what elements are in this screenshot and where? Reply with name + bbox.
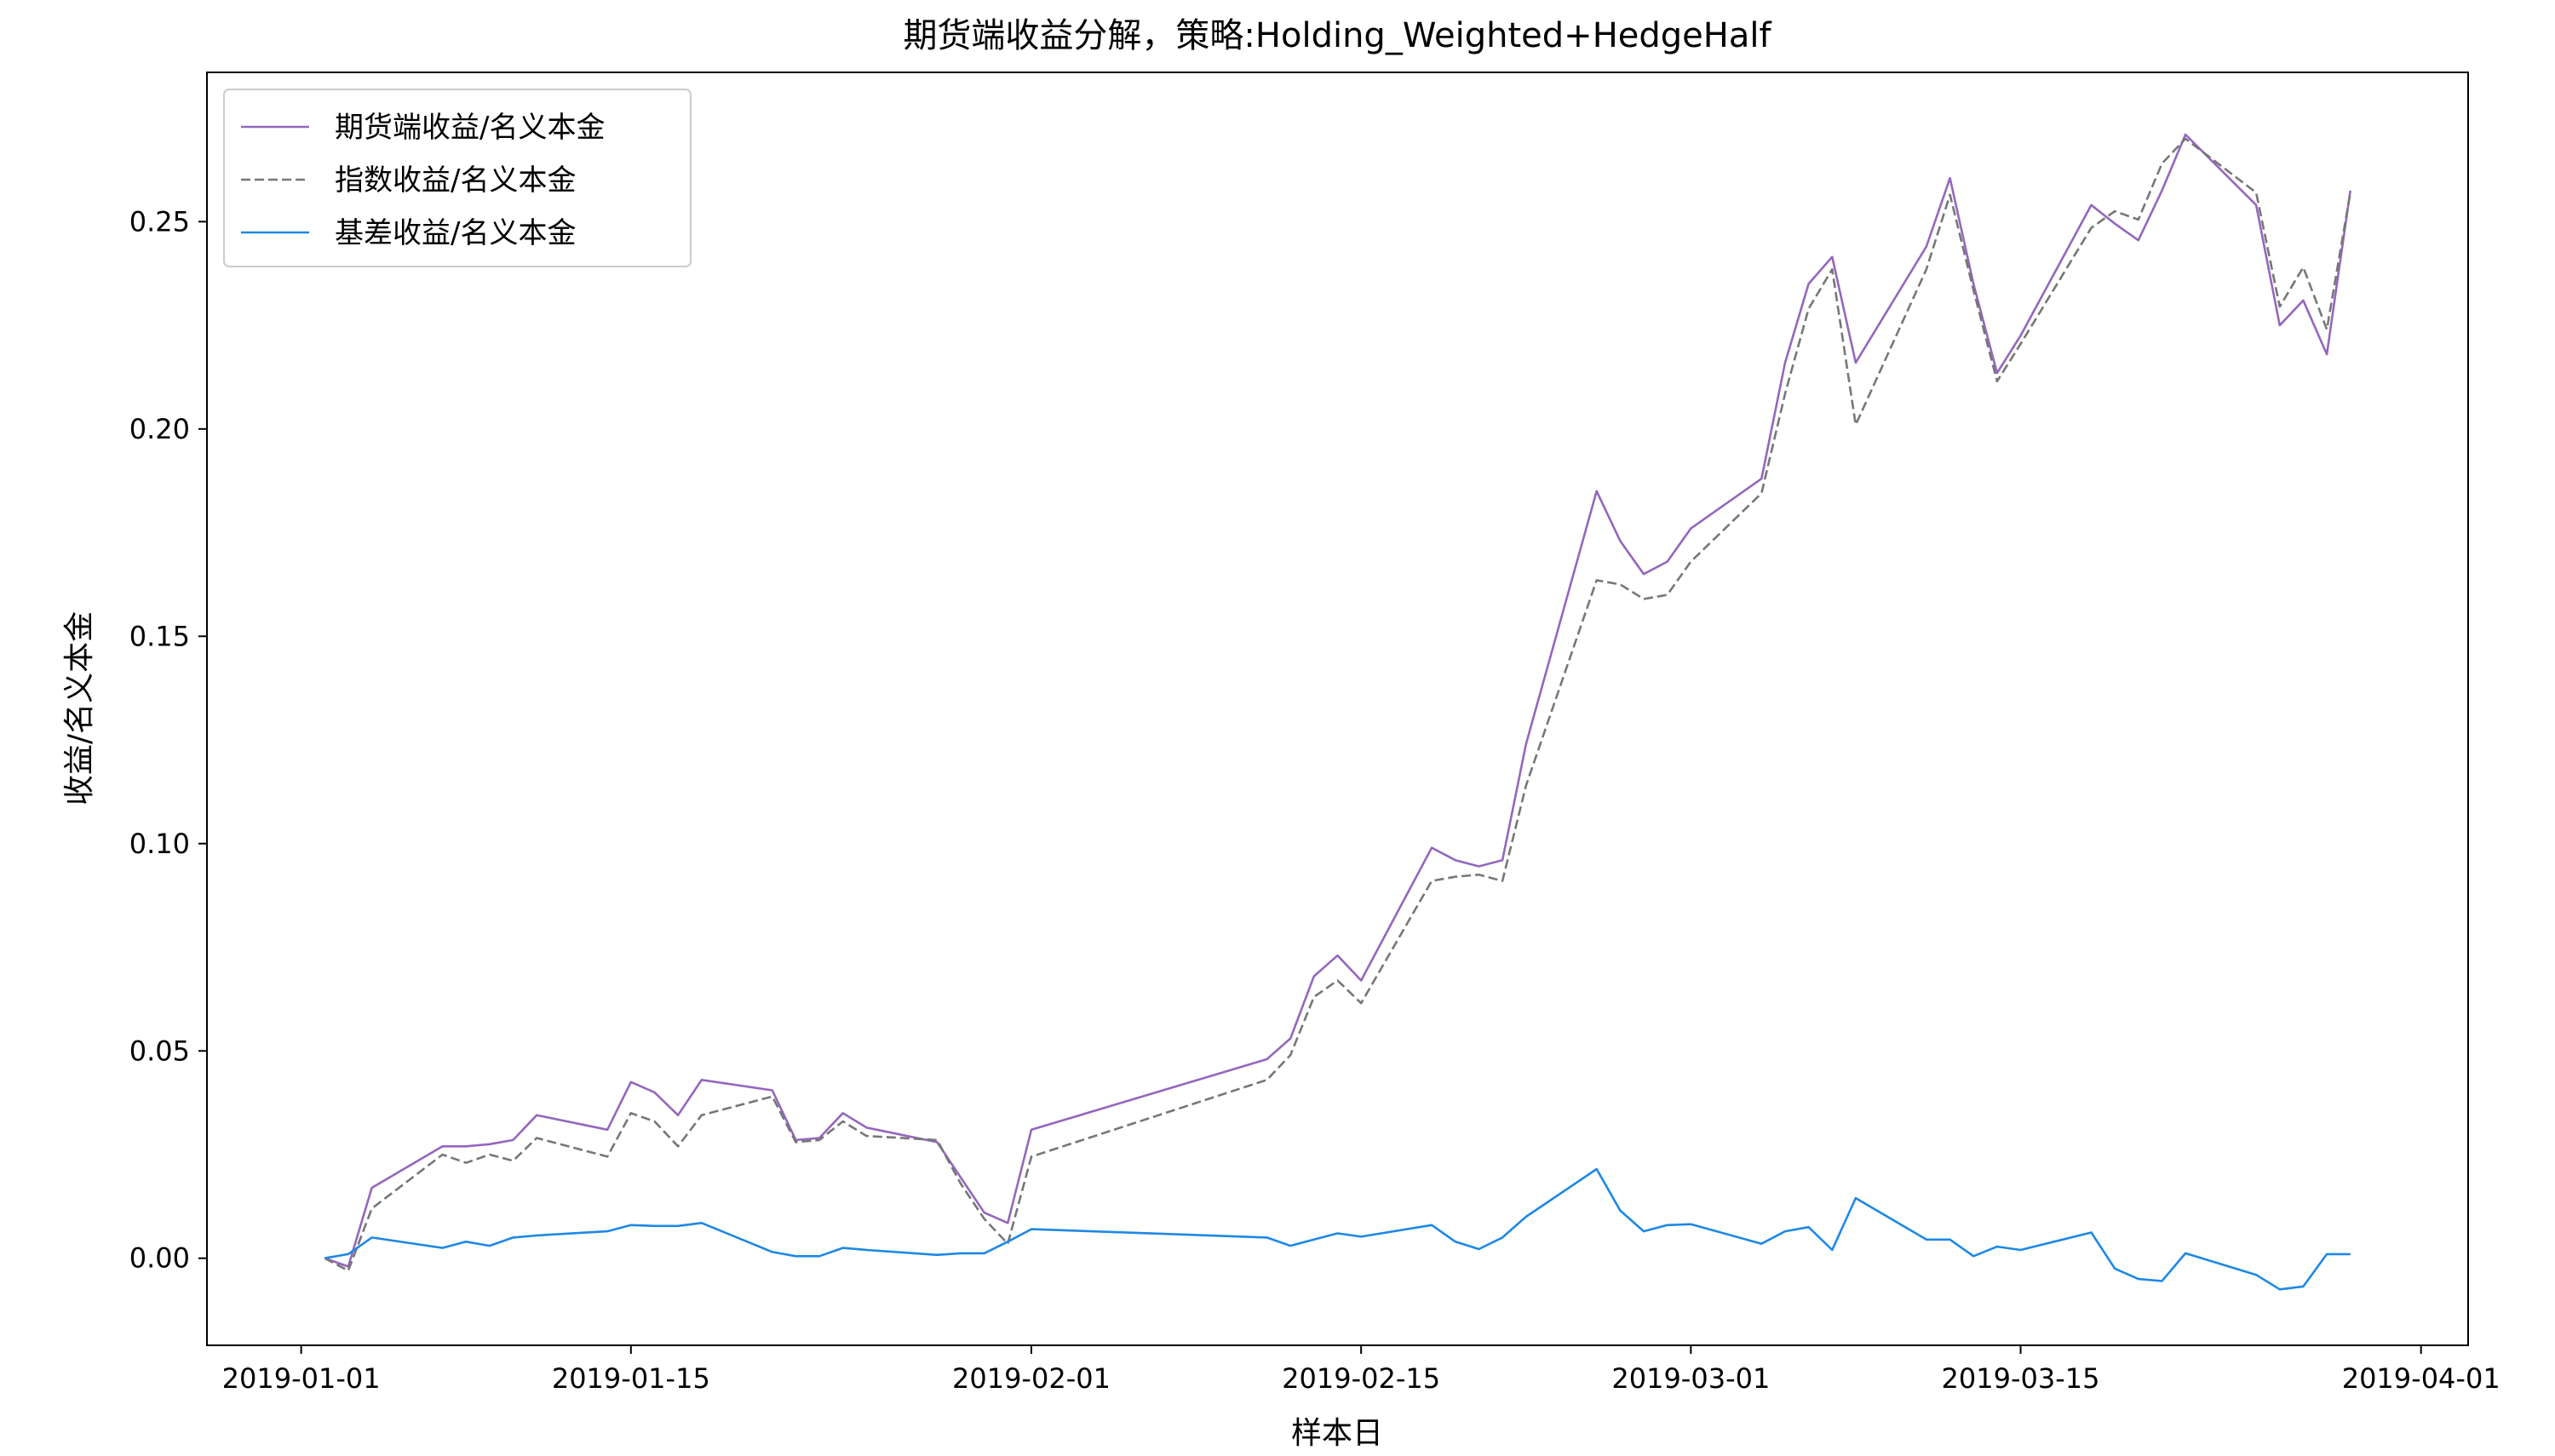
y-tick-label: 0.10 [129,828,190,860]
x-tick-label: 2019-01-01 [222,1362,381,1395]
legend-label: 基差收益/名义本金 [335,216,576,250]
x-axis-label: 样本日 [1291,1416,1383,1451]
x-tick-label: 2019-03-15 [1942,1362,2100,1395]
y-axis-label: 收益/名义本金 [62,611,97,805]
series-line-3 [324,1167,2351,1291]
x-tick-label: 2019-04-01 [2342,1362,2500,1395]
y-tick-label: 0.25 [129,205,190,238]
y-axis: 0.00 0.05 0.10 0.15 0.20 0.25 [129,205,207,1275]
series-line-2 [324,137,2351,1272]
x-tick-label: 2019-03-01 [1611,1362,1770,1395]
x-tick-label: 2019-01-15 [552,1362,710,1395]
y-tick-label: 0.15 [129,620,190,652]
chart-title: 期货端收益分解，策略:Holding_Weighted+HedgeHalf [903,16,1771,55]
plot-frame [206,72,2469,1346]
x-tick-label: 2019-02-01 [952,1362,1111,1395]
y-tick-label: 0.20 [129,413,190,445]
x-tick-label: 2019-02-15 [1282,1362,1440,1395]
series-line-1 [324,133,2351,1268]
y-tick-label: 0.05 [129,1035,190,1067]
series-lines [324,133,2351,1291]
y-tick-label: 0.00 [129,1242,190,1275]
legend-label: 期货端收益/名义本金 [335,111,605,145]
x-axis: 2019-01-01 2019-01-15 2019-02-01 2019-02-15… [222,1345,2500,1395]
legend-label: 指数收益/名义本金 [335,163,576,198]
legend-box [223,89,692,267]
